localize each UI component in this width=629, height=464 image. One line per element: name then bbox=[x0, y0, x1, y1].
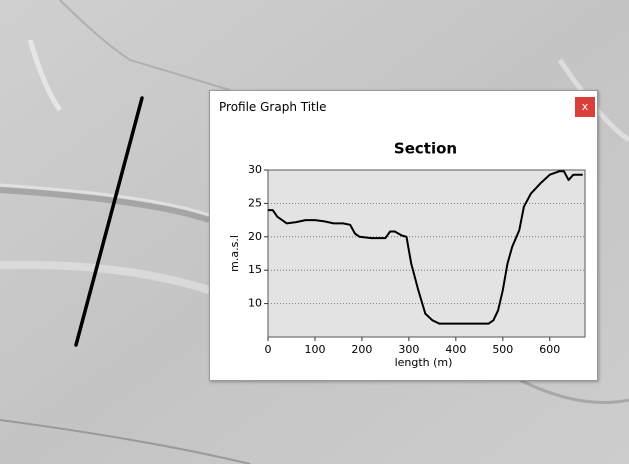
y-axis-label: m.a.s.l bbox=[228, 235, 241, 272]
plot-area bbox=[268, 170, 585, 337]
x-tick-label: 600 bbox=[539, 343, 560, 356]
y-tick-label: 10 bbox=[248, 297, 262, 310]
x-tick-label: 400 bbox=[445, 343, 466, 356]
y-tick-label: 20 bbox=[248, 230, 262, 243]
y-tick-label: 25 bbox=[248, 196, 262, 209]
x-tick-label: 0 bbox=[265, 343, 272, 356]
y-tick-label: 15 bbox=[248, 263, 262, 276]
y-tick-label: 30 bbox=[248, 163, 262, 176]
x-tick-label: 300 bbox=[398, 343, 419, 356]
x-tick-label: 500 bbox=[492, 343, 513, 356]
chart-title: Section bbox=[394, 140, 457, 158]
x-axis-label: length (m) bbox=[395, 356, 453, 369]
screen: Profile Graph Title x Section10152025300… bbox=[0, 0, 629, 464]
x-tick-label: 200 bbox=[351, 343, 372, 356]
x-tick-label: 100 bbox=[304, 343, 325, 356]
